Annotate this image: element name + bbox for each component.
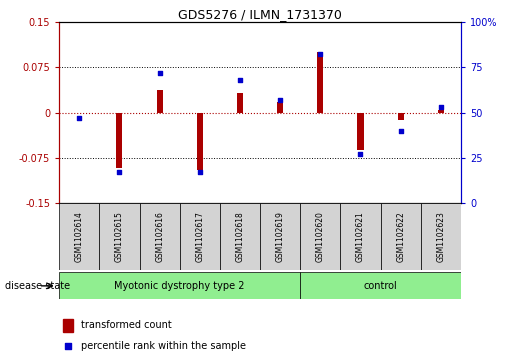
Point [437,104,445,110]
Point [356,151,365,157]
Point [115,170,124,175]
Point [276,97,284,103]
Bar [357,113,364,150]
Point [236,77,244,83]
Text: GSM1102616: GSM1102616 [155,211,164,262]
Text: GSM1102617: GSM1102617 [195,211,204,262]
FancyBboxPatch shape [180,203,220,270]
Point [196,170,204,175]
FancyBboxPatch shape [140,203,180,270]
Point [75,115,83,121]
Point [397,128,405,134]
FancyBboxPatch shape [59,272,300,299]
FancyBboxPatch shape [381,203,421,270]
Text: percentile rank within the sample: percentile rank within the sample [81,341,246,351]
Bar [197,113,203,170]
Text: GSM1102619: GSM1102619 [276,211,285,262]
Bar [277,102,283,113]
Bar [438,110,444,113]
Text: GSM1102622: GSM1102622 [396,212,405,262]
Title: GDS5276 / ILMN_1731370: GDS5276 / ILMN_1731370 [178,8,342,21]
Point [316,52,324,57]
Point [156,70,164,76]
Text: transformed count: transformed count [81,321,172,330]
Text: GSM1102618: GSM1102618 [235,212,245,262]
Bar [116,113,123,168]
Text: GSM1102614: GSM1102614 [75,211,84,262]
Bar [398,113,404,120]
Bar [237,93,243,113]
FancyBboxPatch shape [59,203,99,270]
Text: Myotonic dystrophy type 2: Myotonic dystrophy type 2 [114,281,245,291]
Bar [317,52,323,113]
Text: GSM1102623: GSM1102623 [436,211,445,262]
Text: disease state: disease state [5,281,70,291]
FancyBboxPatch shape [220,203,260,270]
FancyBboxPatch shape [260,203,300,270]
Text: GSM1102615: GSM1102615 [115,211,124,262]
Text: GSM1102620: GSM1102620 [316,211,325,262]
Text: control: control [364,281,398,291]
FancyBboxPatch shape [99,203,140,270]
Bar [157,90,163,113]
FancyBboxPatch shape [300,272,461,299]
Point [64,343,72,349]
FancyBboxPatch shape [340,203,381,270]
FancyBboxPatch shape [300,203,340,270]
Bar [63,319,73,332]
Text: GSM1102621: GSM1102621 [356,212,365,262]
FancyBboxPatch shape [421,203,461,270]
